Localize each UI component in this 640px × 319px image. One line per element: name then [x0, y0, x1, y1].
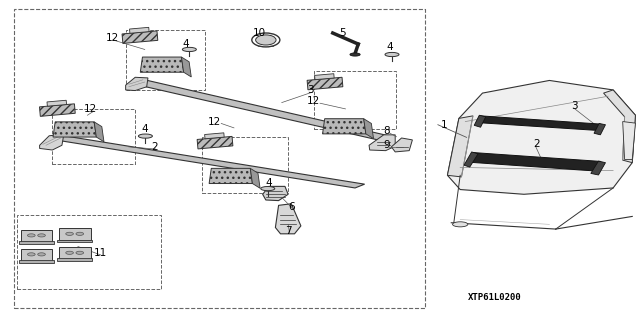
- Text: 12: 12: [208, 116, 221, 127]
- Polygon shape: [591, 161, 605, 175]
- Text: 4: 4: [387, 42, 394, 52]
- Ellipse shape: [38, 234, 45, 237]
- Polygon shape: [40, 134, 64, 150]
- Polygon shape: [323, 119, 366, 134]
- Bar: [47, 100, 67, 106]
- Polygon shape: [464, 152, 478, 167]
- Text: 12: 12: [307, 96, 320, 106]
- Bar: [40, 104, 76, 116]
- Text: 6: 6: [288, 202, 294, 212]
- Polygon shape: [364, 119, 374, 139]
- Bar: [17, 215, 161, 289]
- Bar: [202, 137, 288, 193]
- Polygon shape: [467, 152, 600, 171]
- Polygon shape: [447, 80, 636, 194]
- Bar: [19, 260, 54, 263]
- Polygon shape: [275, 204, 301, 234]
- Polygon shape: [250, 168, 260, 188]
- Text: 4: 4: [183, 39, 189, 49]
- Polygon shape: [594, 123, 605, 135]
- Text: 7: 7: [285, 226, 291, 236]
- Bar: [314, 71, 396, 130]
- Text: 11: 11: [93, 248, 107, 258]
- Bar: [19, 241, 54, 244]
- Ellipse shape: [28, 253, 35, 256]
- Bar: [122, 31, 158, 43]
- Text: 9: 9: [383, 140, 390, 150]
- Bar: [14, 9, 425, 308]
- Text: 12: 12: [84, 104, 97, 114]
- Polygon shape: [369, 135, 395, 151]
- Text: 3: 3: [572, 101, 578, 111]
- Bar: [58, 258, 92, 261]
- Polygon shape: [49, 135, 365, 188]
- Polygon shape: [623, 122, 636, 160]
- Text: 12: 12: [106, 33, 120, 43]
- Text: 3: 3: [307, 85, 314, 95]
- Ellipse shape: [28, 234, 35, 237]
- Text: 1: 1: [441, 120, 447, 130]
- Bar: [125, 30, 205, 90]
- Polygon shape: [132, 80, 390, 141]
- Polygon shape: [209, 168, 252, 183]
- Text: 2: 2: [533, 139, 540, 149]
- Ellipse shape: [66, 251, 74, 254]
- Bar: [315, 74, 334, 80]
- Ellipse shape: [76, 251, 84, 254]
- Polygon shape: [53, 122, 97, 137]
- Ellipse shape: [260, 187, 275, 191]
- Ellipse shape: [350, 53, 360, 56]
- Ellipse shape: [255, 35, 276, 45]
- Ellipse shape: [182, 47, 196, 52]
- Bar: [20, 230, 52, 242]
- Bar: [129, 27, 149, 33]
- Ellipse shape: [452, 222, 468, 227]
- Polygon shape: [604, 90, 636, 163]
- Bar: [20, 249, 52, 261]
- Ellipse shape: [76, 232, 84, 235]
- Text: 4: 4: [141, 124, 148, 135]
- Ellipse shape: [252, 33, 280, 47]
- Text: 5: 5: [339, 28, 346, 38]
- Text: XTP61L0200: XTP61L0200: [468, 293, 522, 301]
- Bar: [52, 109, 135, 164]
- Polygon shape: [476, 116, 600, 130]
- Ellipse shape: [66, 232, 74, 235]
- Polygon shape: [262, 186, 288, 201]
- Bar: [307, 77, 343, 90]
- Polygon shape: [94, 122, 104, 142]
- Bar: [59, 247, 91, 259]
- Polygon shape: [129, 80, 145, 90]
- Polygon shape: [182, 57, 191, 77]
- Polygon shape: [125, 77, 148, 91]
- Polygon shape: [140, 57, 184, 72]
- Text: 8: 8: [383, 126, 390, 136]
- Polygon shape: [474, 115, 486, 127]
- Text: 4: 4: [266, 178, 273, 188]
- Bar: [59, 228, 91, 240]
- Polygon shape: [46, 135, 60, 144]
- Ellipse shape: [385, 52, 399, 56]
- Bar: [205, 133, 224, 139]
- Ellipse shape: [38, 253, 45, 256]
- Bar: [197, 137, 233, 149]
- Bar: [58, 240, 92, 242]
- Text: 10: 10: [253, 28, 266, 38]
- Ellipse shape: [138, 134, 152, 138]
- Polygon shape: [392, 138, 412, 152]
- Polygon shape: [447, 116, 473, 177]
- Text: 2: 2: [151, 142, 157, 152]
